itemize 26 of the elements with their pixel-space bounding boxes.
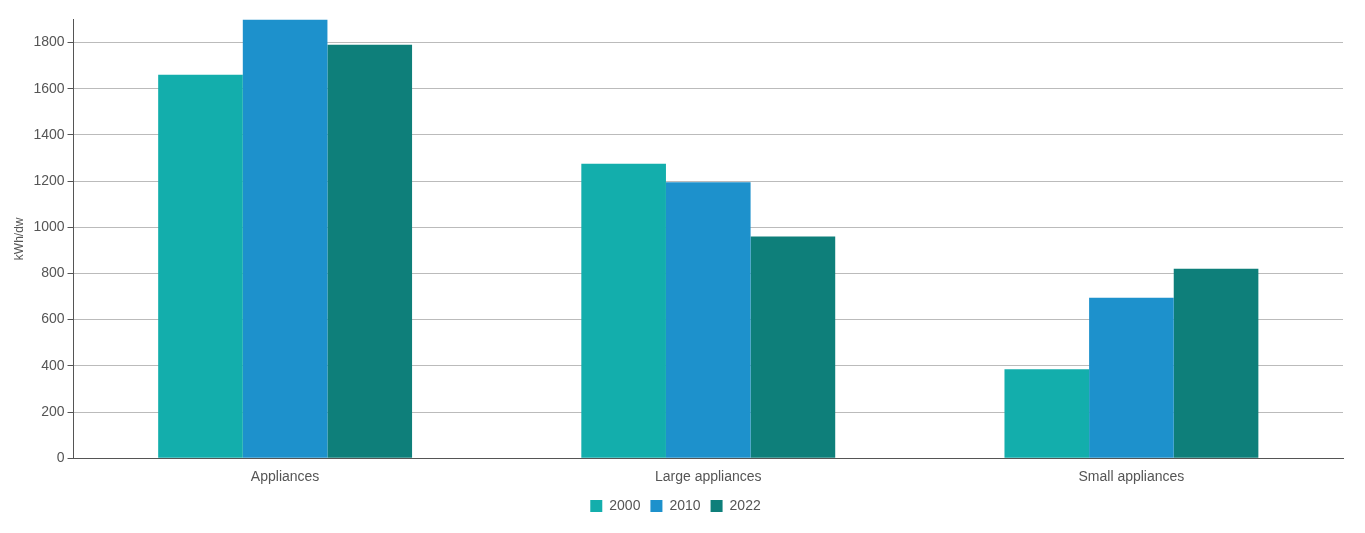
bar (750, 236, 836, 458)
bar (1004, 369, 1090, 458)
bar (581, 163, 666, 458)
bar (242, 19, 328, 458)
legend-label: 2022 (729, 496, 761, 513)
bar (1173, 268, 1259, 458)
y-tick-label: 200 (41, 402, 65, 419)
x-tick-label: Appliances (250, 468, 320, 485)
bar (665, 182, 751, 458)
y-tick-label: 400 (41, 356, 65, 373)
y-tick-label: 800 (41, 264, 65, 281)
y-tick-label: 1200 (33, 171, 65, 188)
y-axis-title: kWh/dw (11, 217, 26, 261)
bar (327, 44, 413, 458)
y-tick-label: 1400 (33, 125, 65, 142)
legend-label: 2010 (669, 496, 701, 513)
bar (158, 74, 243, 458)
x-tick-label: Large appliances (654, 468, 762, 485)
y-tick-label: 0 (56, 449, 65, 466)
y-tick-label: 1600 (33, 79, 65, 96)
legend-label: 2000 (609, 496, 641, 513)
x-tick-label: Small appliances (1078, 468, 1185, 485)
y-tick-label: 600 (41, 310, 65, 327)
y-tick-label: 1000 (33, 218, 65, 235)
y-tick-label: 1800 (33, 33, 65, 50)
bar (1089, 297, 1174, 458)
